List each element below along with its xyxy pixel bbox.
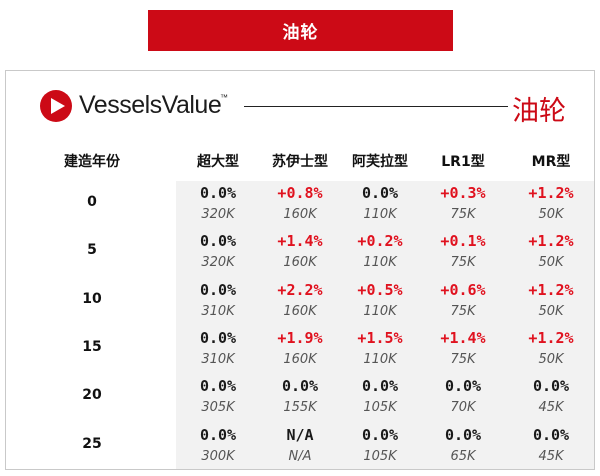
cell-value: 75K bbox=[450, 351, 476, 367]
cell-change: +1.2% bbox=[528, 328, 574, 347]
cell-change: 0.0% bbox=[444, 377, 482, 396]
brand-trademark: ™ bbox=[220, 93, 228, 102]
cell-value: 155K bbox=[283, 400, 317, 416]
cell-value: 45K bbox=[538, 400, 564, 416]
cell-change: +0.2% bbox=[357, 232, 403, 251]
column-header-type: 超大型 bbox=[197, 154, 239, 170]
cell-change: 0.0% bbox=[199, 232, 237, 251]
cell-change: 0.0% bbox=[361, 377, 399, 396]
cell-value: 305K bbox=[201, 400, 235, 416]
brand-divider bbox=[244, 106, 508, 107]
cell-change: 0.0% bbox=[199, 377, 237, 396]
cell-change: +1.2% bbox=[528, 280, 574, 299]
row-label-build-year: 20 bbox=[82, 387, 102, 404]
header-banner: 油轮 bbox=[148, 10, 453, 51]
cell-value: N/A bbox=[288, 448, 312, 464]
cell-value: 320K bbox=[201, 255, 235, 271]
cell-value: 310K bbox=[201, 351, 235, 367]
cell-value: 110K bbox=[363, 255, 397, 271]
cell-change: +1.5% bbox=[357, 328, 403, 347]
cell-change: 0.0% bbox=[199, 328, 237, 347]
cell-change: +1.4% bbox=[440, 328, 486, 347]
cell-value: 110K bbox=[363, 207, 397, 222]
column-header-type: 苏伊士型 bbox=[272, 154, 328, 170]
row-label-build-year: 25 bbox=[82, 435, 102, 452]
cell-value: 105K bbox=[363, 448, 397, 464]
cell-value: 110K bbox=[363, 351, 397, 367]
brand-name: VesselsValue bbox=[79, 91, 222, 119]
cell-value: 50K bbox=[538, 207, 564, 222]
cell-value: 70K bbox=[450, 400, 476, 416]
cell-value: 45K bbox=[538, 448, 564, 464]
brand-row: VesselsValue ™ 油轮 bbox=[6, 71, 594, 141]
cell-value: 160K bbox=[283, 255, 317, 271]
cell-value: 50K bbox=[538, 255, 564, 271]
banner-title: 油轮 bbox=[282, 23, 319, 43]
cell-value: 160K bbox=[283, 207, 317, 222]
cell-value: 75K bbox=[450, 255, 476, 271]
vesselsvalue-logo-icon bbox=[40, 90, 72, 122]
cell-change: +0.1% bbox=[440, 232, 486, 251]
cell-value: 50K bbox=[538, 303, 564, 319]
cell-change: 0.0% bbox=[532, 425, 570, 444]
cell-change: 0.0% bbox=[444, 425, 482, 444]
cell-change: 0.0% bbox=[281, 377, 319, 396]
row-label-build-year: 0 bbox=[87, 194, 97, 210]
cell-value: 75K bbox=[450, 207, 476, 222]
cell-change: +0.5% bbox=[357, 280, 403, 299]
cell-change: +1.2% bbox=[528, 184, 574, 202]
cell-change: +1.4% bbox=[277, 232, 323, 251]
column-header-type: LR1型 bbox=[441, 154, 485, 170]
cell-change: 0.0% bbox=[199, 425, 237, 444]
column-header-build-year: 建造年份 bbox=[64, 154, 120, 170]
cell-change: +1.9% bbox=[277, 328, 323, 347]
cell-change: N/A bbox=[286, 425, 314, 444]
cell-change: 0.0% bbox=[361, 184, 399, 202]
row-label-build-year: 10 bbox=[82, 290, 102, 307]
cell-value: 110K bbox=[363, 303, 397, 319]
cell-change: +0.8% bbox=[277, 184, 323, 202]
cell-value: 310K bbox=[201, 303, 235, 319]
row-label-build-year: 5 bbox=[87, 242, 97, 259]
cell-value: 65K bbox=[450, 448, 476, 464]
cell-value: 160K bbox=[283, 303, 317, 319]
cell-value: 105K bbox=[363, 400, 397, 416]
price-change-panel: VesselsValue ™ 油轮 建造年份 0 0.0% 320K +0.8% 160… bbox=[5, 70, 595, 470]
cell-change: 0.0% bbox=[532, 377, 570, 396]
cell-value: 300K bbox=[201, 448, 235, 464]
table-body-background bbox=[176, 181, 594, 469]
cell-change: 0.0% bbox=[199, 280, 237, 299]
cell-value: 320K bbox=[201, 207, 235, 222]
cell-change: +1.2% bbox=[528, 232, 574, 251]
cell-value: 75K bbox=[450, 303, 476, 319]
cell-change: +0.6% bbox=[440, 280, 486, 299]
cell-change: +2.2% bbox=[277, 280, 323, 299]
column-header-type: 阿芙拉型 bbox=[352, 154, 408, 170]
row-label-build-year: 15 bbox=[82, 338, 102, 355]
column-header-type: MR型 bbox=[531, 154, 571, 170]
cell-change: 0.0% bbox=[199, 184, 237, 202]
cell-value: 50K bbox=[538, 351, 564, 367]
cell-change: +0.3% bbox=[440, 184, 486, 202]
cell-change: 0.0% bbox=[361, 425, 399, 444]
chart-title: 油轮 bbox=[512, 96, 566, 127]
cell-value: 160K bbox=[283, 351, 317, 367]
